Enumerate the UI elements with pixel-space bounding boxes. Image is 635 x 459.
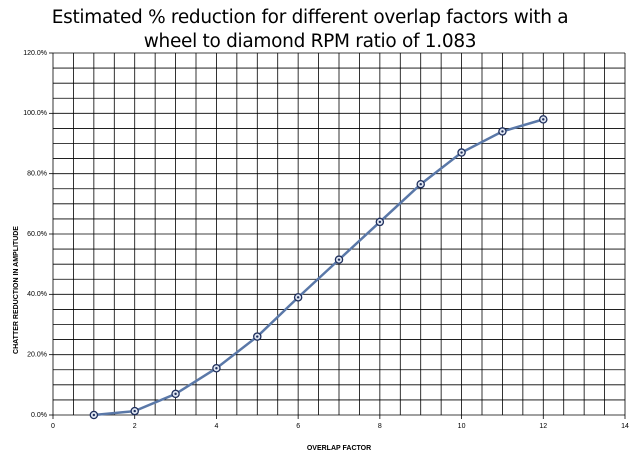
data-point-center [256,335,259,338]
data-point-center [419,183,422,186]
y-axis-label: CHATTER REDUCTION IN AMPLITUDE [13,226,20,354]
x-tick-label: 0 [51,423,55,430]
data-line [93,118,544,417]
data-point-center [337,258,341,261]
x-tick-label: 12 [539,423,547,430]
data-point-center [133,409,136,413]
data-point-center [501,130,504,133]
x-tick-label: 4 [214,423,218,430]
y-tick-label: 0.0% [31,412,47,419]
x-tick-label: 6 [296,423,300,430]
x-tick-label: 2 [133,423,137,430]
data-point-center [378,220,382,224]
x-axis-label: OVERLAP FACTOR [307,445,371,452]
data-point-center [215,367,218,370]
data-point-center [174,392,177,396]
y-tick-label: 80.0% [27,171,47,178]
data-point-center [92,413,96,417]
data-point-center [460,151,463,154]
y-tick-label: 60.0% [27,231,47,238]
x-tick-label: 14 [621,423,629,430]
x-tick-label: 10 [458,423,466,430]
y-tick-label: 20.0% [27,352,47,359]
chart-title: Estimated % reduction for different over… [51,7,569,52]
x-tick-label: 8 [378,423,382,430]
data-point-center [296,296,300,299]
data-point-center [542,118,545,121]
y-tick-label: 120.0% [23,50,47,57]
y-tick-label: 100.0% [23,110,47,117]
y-tick-label: 40.0% [27,291,47,298]
